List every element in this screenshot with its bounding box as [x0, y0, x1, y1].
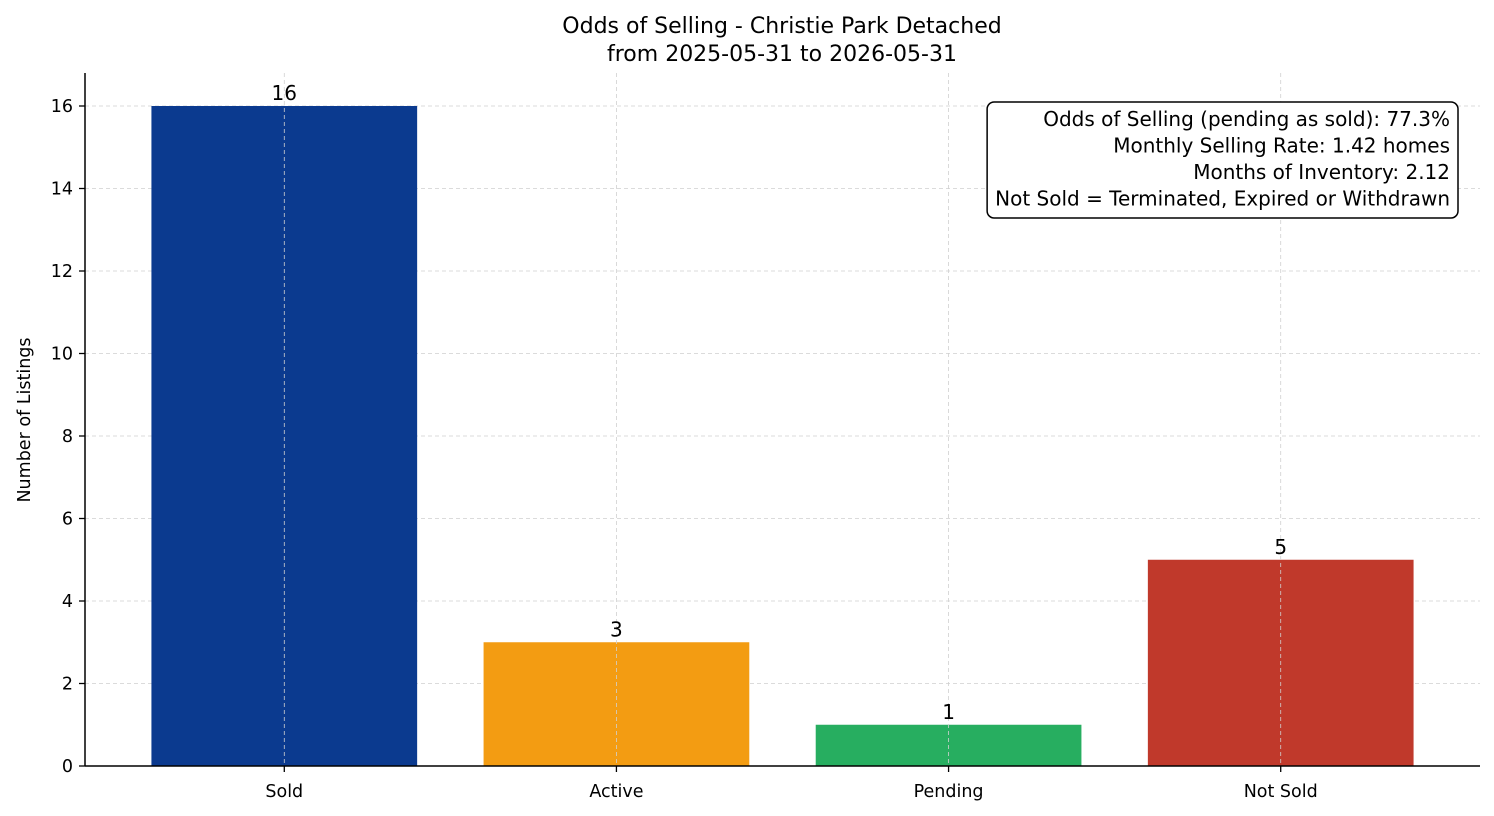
info-box: Odds of Selling (pending as sold): 77.3%… — [986, 101, 1459, 219]
data-labels: 16 3 1 5 — [272, 81, 1288, 724]
data-label-not-sold: 5 — [1274, 535, 1287, 559]
x-tick-label: Sold — [265, 782, 303, 802]
y-tick-label: 2 — [62, 675, 73, 695]
x-tick-label: Not Sold — [1244, 782, 1318, 802]
y-tick-label: 4 — [62, 592, 73, 612]
y-tick-label: 0 — [62, 757, 73, 777]
axes: 0 2 4 6 8 10 12 14 16 Sold Active Pending Not Sold — [51, 73, 1480, 802]
y-tick-label: 10 — [51, 345, 73, 365]
x-tick-label: Active — [589, 782, 643, 802]
data-label-active: 3 — [610, 617, 623, 641]
x-tick-label: Pending — [914, 782, 984, 802]
y-tick-label: 8 — [62, 427, 73, 447]
y-tick-label: 14 — [51, 180, 73, 200]
info-box-line: Odds of Selling (pending as sold): 77.3% — [1043, 107, 1450, 131]
data-label-pending: 1 — [942, 700, 955, 724]
data-label-sold: 16 — [272, 81, 297, 105]
info-box-line: Not Sold = Terminated, Expired or Withdr… — [995, 187, 1450, 211]
info-box-frame — [986, 101, 1459, 219]
y-tick-label: 6 — [62, 510, 73, 530]
y-tick-label: 12 — [51, 262, 73, 282]
y-axis-label: Number of Listings — [15, 337, 35, 502]
y-tick-label: 16 — [51, 97, 73, 117]
info-box-line: Months of Inventory: 2.12 — [1193, 160, 1450, 184]
info-box-line: Monthly Selling Rate: 1.42 homes — [1113, 134, 1450, 158]
chart-title: Odds of Selling - Christie Park Detached — [562, 14, 1001, 39]
bar-sold — [151, 106, 418, 766]
chart-subtitle: from 2025-05-31 to 2026-05-31 — [607, 42, 957, 67]
